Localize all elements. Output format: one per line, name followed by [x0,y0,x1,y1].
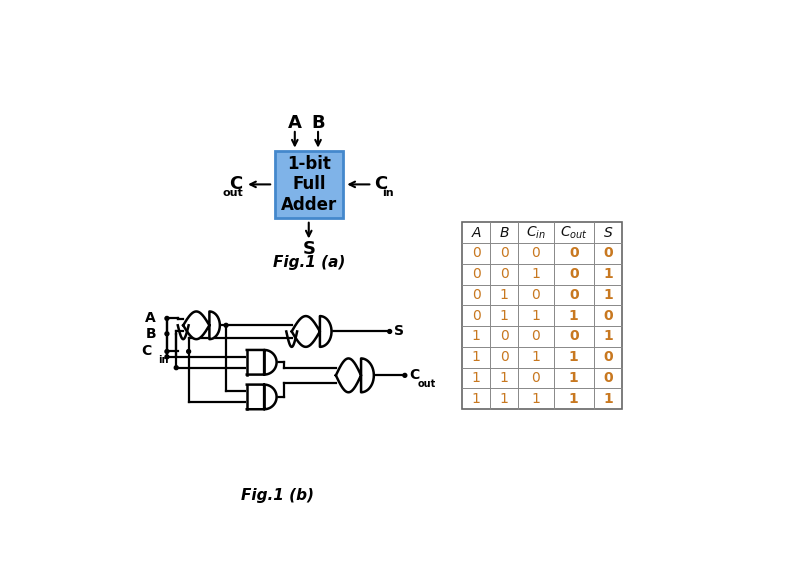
Text: out: out [418,379,436,389]
Polygon shape [291,316,331,347]
Polygon shape [247,384,276,409]
Circle shape [388,329,392,333]
Circle shape [165,355,169,359]
Text: 0: 0 [532,371,540,385]
Text: S: S [302,240,315,258]
Text: 0: 0 [472,267,481,281]
Text: 0: 0 [569,329,579,343]
Text: 0: 0 [532,247,540,260]
Bar [462,222,622,409]
Text: 1: 1 [472,329,481,343]
Circle shape [187,350,190,353]
Text: 0: 0 [500,350,509,365]
Text: 0: 0 [472,247,481,260]
Text: B: B [311,114,325,132]
Text: 1: 1 [500,371,509,385]
Text: 1: 1 [532,309,540,323]
Text: 0: 0 [532,329,540,343]
Text: 0: 0 [569,267,579,281]
Text: C: C [374,176,387,193]
Text: 1: 1 [472,392,481,406]
Text: 0: 0 [569,247,579,260]
Polygon shape [183,312,220,339]
Text: $\mathit{A}$: $\mathit{A}$ [470,225,482,239]
Text: 0: 0 [603,247,613,260]
Text: 1: 1 [603,288,613,302]
Polygon shape [247,350,276,375]
Text: 0: 0 [569,288,579,302]
Text: $\mathit{C}_{out}$: $\mathit{C}_{out}$ [560,224,587,241]
Text: C: C [229,176,242,193]
Text: 1: 1 [500,392,509,406]
Polygon shape [336,359,374,392]
Text: 0: 0 [472,288,481,302]
Text: 0: 0 [603,309,613,323]
Circle shape [165,316,169,321]
Text: 1: 1 [532,392,540,406]
Text: $\mathit{B}$: $\mathit{B}$ [499,225,509,239]
Text: 1: 1 [569,371,579,385]
Circle shape [403,373,407,377]
Text: S: S [394,325,404,339]
Text: 0: 0 [500,267,509,281]
Text: A: A [146,311,156,325]
Text: 1-bit
Full
Adder: 1-bit Full Adder [281,154,337,214]
Circle shape [165,332,169,336]
Text: 0: 0 [532,288,540,302]
Text: 1: 1 [603,392,613,406]
Text: 1: 1 [532,267,540,281]
Text: Fig.1 (a): Fig.1 (a) [272,255,345,271]
Circle shape [174,366,178,370]
Text: C: C [409,369,419,382]
Text: $\mathit{S}$: $\mathit{S}$ [603,225,613,239]
Text: 1: 1 [569,392,579,406]
Text: out: out [223,188,244,198]
Text: 1: 1 [569,309,579,323]
Text: 1: 1 [532,350,540,365]
Text: 1: 1 [500,288,509,302]
Text: 1: 1 [472,350,481,365]
Text: C: C [141,345,151,359]
Text: 0: 0 [472,309,481,323]
Text: Fig.1 (b): Fig.1 (b) [241,488,314,503]
Text: 1: 1 [603,329,613,343]
Text: 0: 0 [603,350,613,365]
Text: in: in [382,188,394,198]
Circle shape [224,323,228,327]
Text: 0: 0 [500,329,509,343]
Circle shape [165,350,169,353]
Text: in: in [158,355,169,365]
Text: 1: 1 [500,309,509,323]
Text: 1: 1 [472,371,481,385]
Text: 0: 0 [603,371,613,385]
Text: A: A [288,114,302,132]
Text: $\mathit{C}_{in}$: $\mathit{C}_{in}$ [526,224,546,241]
Bar [275,150,343,218]
Text: 0: 0 [500,247,509,260]
Text: 1: 1 [569,350,579,365]
Text: 1: 1 [603,267,613,281]
Text: B: B [146,327,156,341]
